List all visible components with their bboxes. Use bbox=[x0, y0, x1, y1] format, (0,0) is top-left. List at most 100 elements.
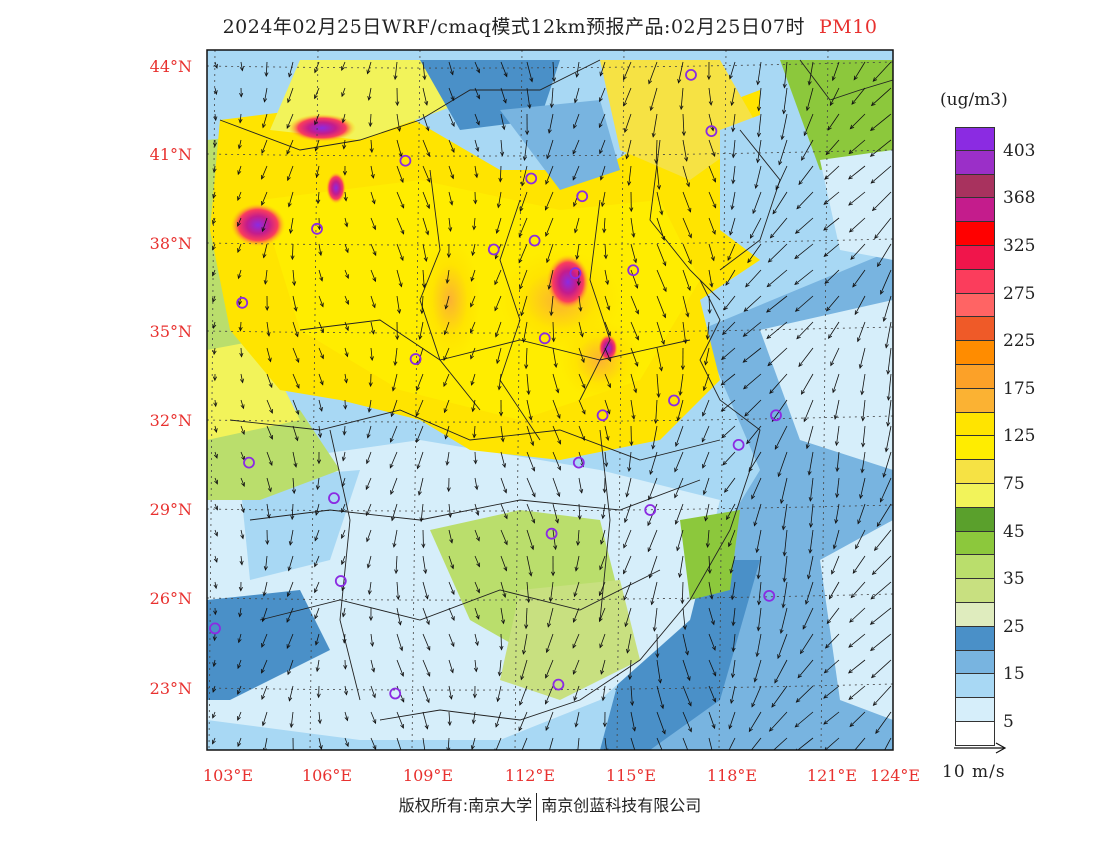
wind-vector bbox=[757, 139, 762, 163]
wind-vector-head bbox=[794, 254, 799, 260]
wind-vector-head bbox=[824, 643, 830, 649]
wind-vector bbox=[474, 607, 480, 620]
wind-vector bbox=[773, 737, 788, 750]
wind-vector-head bbox=[525, 130, 530, 136]
wind-vector bbox=[682, 685, 692, 706]
wind-vector-head bbox=[796, 204, 801, 210]
wind-vector-head bbox=[572, 669, 577, 675]
wind-vector-head bbox=[213, 610, 218, 616]
wind-vector bbox=[656, 295, 666, 318]
wind-vector bbox=[552, 399, 561, 419]
wind-vector-head bbox=[498, 177, 503, 183]
wind-vector bbox=[344, 711, 348, 721]
wind-vector bbox=[852, 555, 866, 574]
wind-vector-head bbox=[293, 462, 298, 468]
wind-vector bbox=[708, 633, 716, 651]
wind-vector bbox=[880, 477, 892, 503]
wind-vector bbox=[546, 139, 554, 159]
wind-vector bbox=[850, 581, 866, 598]
wind-vector bbox=[756, 633, 762, 657]
wind-vector-head bbox=[393, 75, 398, 81]
wind-vector-head bbox=[424, 594, 429, 600]
wind-vector-head bbox=[657, 678, 663, 684]
wind-vector-head bbox=[425, 126, 430, 132]
wind-vector-head bbox=[572, 175, 577, 181]
wind-vector bbox=[887, 373, 892, 401]
wind-vector-head bbox=[445, 279, 450, 284]
wind-vector-head bbox=[496, 697, 501, 703]
wind-vector-head bbox=[318, 406, 323, 412]
wind-vector bbox=[754, 503, 762, 526]
wind-vector-head bbox=[519, 284, 523, 290]
wind-vector-head bbox=[503, 540, 508, 546]
wind-vector-head bbox=[343, 196, 348, 202]
wind-vector-head bbox=[598, 617, 603, 623]
wind-vector bbox=[861, 373, 866, 395]
wind-vector bbox=[604, 425, 609, 441]
wind-vector-head bbox=[746, 439, 751, 445]
wind-vector-head bbox=[869, 152, 875, 157]
wind-vector-head bbox=[470, 302, 474, 308]
wind-vector-head bbox=[861, 416, 866, 422]
wind-vector bbox=[783, 529, 788, 556]
wind-vector bbox=[526, 373, 530, 395]
wind-vector bbox=[721, 373, 736, 386]
wind-vector bbox=[874, 529, 892, 551]
wind-vector bbox=[266, 399, 273, 414]
wind-vector-head bbox=[599, 565, 604, 571]
wind-vector bbox=[240, 425, 245, 435]
wind-vector-head bbox=[623, 595, 628, 601]
wind-vector bbox=[212, 685, 216, 693]
wind-vector bbox=[808, 61, 814, 85]
wind-vector bbox=[443, 373, 450, 387]
wind-vector-head bbox=[474, 173, 479, 179]
wind-vector-head bbox=[426, 204, 430, 210]
wind-vector-head bbox=[316, 693, 321, 699]
wind-vector bbox=[422, 139, 430, 157]
color-bar-segment bbox=[955, 293, 995, 318]
color-bar-tick: 35 bbox=[1003, 569, 1025, 590]
wind-vector bbox=[342, 451, 346, 461]
wind-vector bbox=[708, 165, 716, 183]
wind-vector-head bbox=[286, 176, 291, 182]
wind-vector bbox=[237, 711, 242, 721]
wind-vector-head bbox=[748, 467, 753, 473]
wind-vector-head bbox=[212, 297, 216, 303]
city-marker bbox=[209, 622, 221, 635]
wind-vector bbox=[604, 399, 610, 414]
wind-vector-head bbox=[658, 366, 663, 372]
wind-vector-head bbox=[366, 69, 371, 75]
wind-vector bbox=[708, 555, 711, 574]
wind-vector-head bbox=[721, 355, 726, 361]
wind-vector bbox=[396, 191, 405, 209]
wind-vector bbox=[366, 451, 372, 464]
wind-vector bbox=[854, 737, 866, 750]
wind-vector-head bbox=[214, 505, 219, 511]
wind-vector bbox=[883, 451, 892, 478]
wind-vector bbox=[396, 269, 402, 287]
wind-vector bbox=[572, 139, 580, 155]
wind-vector bbox=[261, 659, 268, 674]
wind-vector-head bbox=[474, 641, 479, 647]
wind-vector bbox=[262, 607, 268, 622]
wind-vector-head bbox=[799, 649, 805, 655]
wind-vector bbox=[341, 529, 346, 539]
wind-vector-head bbox=[720, 407, 726, 412]
wind-vector-head bbox=[849, 618, 854, 623]
lon-label: 118°E bbox=[706, 766, 758, 785]
wind-vector-head bbox=[316, 459, 322, 465]
wind-vector-head bbox=[730, 101, 735, 107]
wind-vector-head bbox=[211, 739, 216, 745]
wind-vector-head bbox=[828, 334, 833, 340]
wind-vector-head bbox=[849, 124, 855, 130]
wind-vector bbox=[653, 607, 658, 632]
wind-vector-head bbox=[520, 675, 525, 681]
wind-vector-head bbox=[449, 538, 454, 544]
wind-vector-head bbox=[660, 704, 665, 710]
wind-vector bbox=[732, 165, 736, 184]
city-marker bbox=[705, 125, 718, 138]
wind-vector-head bbox=[663, 755, 666, 759]
wind-vector-head bbox=[823, 694, 828, 699]
wind-vector bbox=[261, 685, 268, 700]
wind-vector bbox=[500, 425, 504, 442]
